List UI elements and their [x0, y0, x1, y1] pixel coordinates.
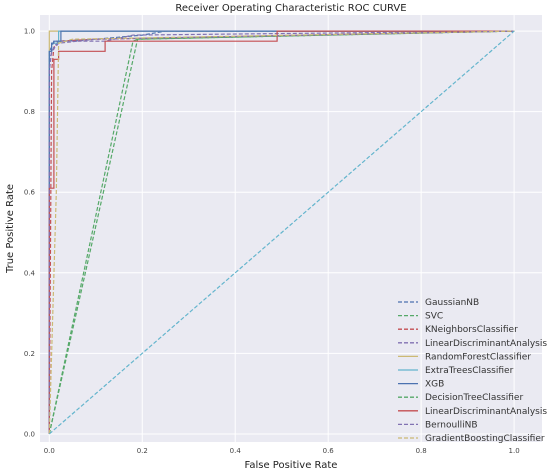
legend-label: ExtraTreesClassifier: [425, 366, 514, 376]
legend-label: LinearDiscriminantAnalysis: [425, 407, 547, 417]
legend-label: XGB: [425, 380, 444, 390]
y-tick-label: 1.0: [24, 28, 35, 36]
x-tick-label: 1.0: [509, 447, 520, 455]
x-tick-label: 0.2: [137, 447, 148, 455]
plot-area: [40, 15, 542, 442]
y-tick-label: 0.0: [24, 430, 35, 438]
x-tick-label: 0.4: [230, 447, 242, 455]
x-tick-label: 0.0: [44, 447, 55, 455]
legend-label: LinearDiscriminantAnalysis: [425, 339, 547, 349]
legend-label: RandomForestClassifier: [425, 352, 531, 362]
y-tick-label: 0.8: [24, 108, 35, 116]
legend-label: BernoulliNB: [425, 420, 478, 430]
y-tick-label: 0.4: [24, 269, 36, 277]
y-tick-label: 0.2: [24, 350, 35, 358]
legend-label: GaussianNB: [425, 298, 479, 308]
y-tick-label: 0.6: [24, 189, 36, 197]
legend-label: KNeighborsClassifier: [425, 325, 518, 335]
y-axis-label: True Positive Rate: [5, 184, 16, 274]
legend-label: SVC: [425, 312, 443, 322]
plot-background: [40, 15, 542, 442]
legend-label: GradientBoostingClassifier: [425, 434, 545, 444]
legend-label: DecisionTreeClassifier: [425, 393, 523, 403]
chart-title: Receiver Operating Characteristic ROC CU…: [175, 3, 406, 14]
x-tick-label: 0.8: [416, 447, 427, 455]
x-axis-label: False Positive Rate: [245, 460, 338, 471]
x-tick-label: 0.6: [323, 447, 335, 455]
